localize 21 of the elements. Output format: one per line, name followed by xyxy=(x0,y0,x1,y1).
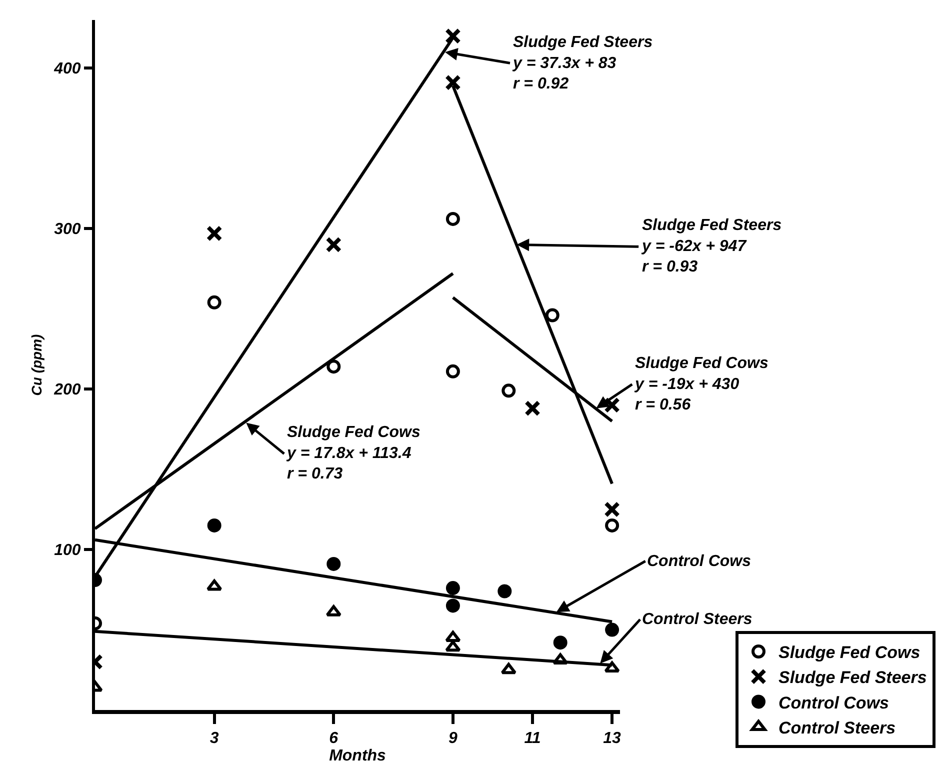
legend-label: Control Cows xyxy=(778,693,889,712)
y-tick-label: 100 xyxy=(54,542,81,560)
x-tick-label: 3 xyxy=(210,730,219,748)
x-tick-label: 9 xyxy=(448,730,458,748)
y-tick-label: 400 xyxy=(53,60,81,78)
annotation: Sludge Fed Steers y = -62x + 947 r = 0.93 xyxy=(641,217,782,276)
annotation: Sludge Fed Cows y = 17.8x + 113.4 r = 0.73 xyxy=(286,424,420,483)
legend-label: Sludge Fed Steers xyxy=(778,668,927,688)
y-tick-label: 200 xyxy=(53,382,81,399)
annotation: Control Cows xyxy=(647,553,752,570)
annotation: Sludge Fed Cows y = -19x + 430 r = 0.56 xyxy=(634,355,768,414)
x-axis-title: Months xyxy=(329,747,386,764)
annotation: Control Steers xyxy=(642,611,752,628)
legend-label: Control Steers xyxy=(778,718,896,738)
x-tick-label: 13 xyxy=(603,730,622,748)
x-tick-label: 6 xyxy=(329,730,338,748)
annotation: Sludge Fed Steers y = 37.3x + 83 r = 0.92 xyxy=(512,34,653,93)
y-axis-title: Cu (ppm) xyxy=(28,334,45,396)
y-tick-label: 300 xyxy=(54,221,81,238)
legend-label: Sludge Fed Cows xyxy=(778,643,920,662)
x-tick-label: 11 xyxy=(524,730,541,748)
